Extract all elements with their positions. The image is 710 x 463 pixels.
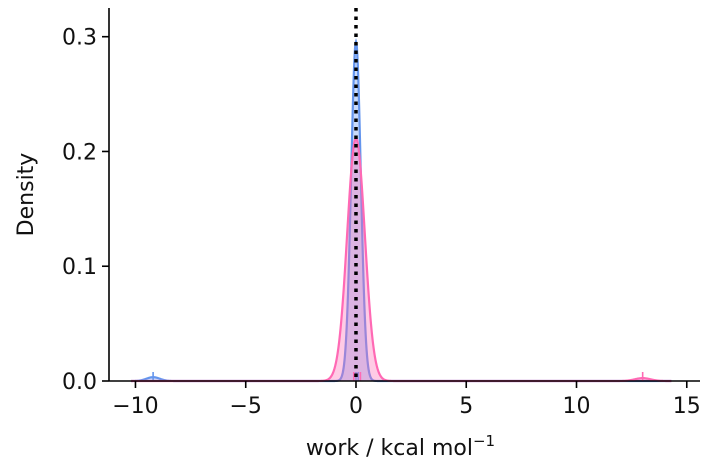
x-axis-ticks: −10 −5 0 5 10 15 [112,381,701,419]
series-0-density-line [131,38,672,383]
x-tick-label: 5 [459,394,473,419]
x-tick-label: −5 [230,394,262,419]
x-axis-label: work / kcal mol−1 [306,432,495,461]
y-tick-label: 0.3 [62,26,97,51]
series-0-density-fill [131,41,672,382]
x-tick-label: −10 [112,394,158,419]
y-tick-label: 0.1 [62,255,97,280]
x-tick-label: 0 [349,394,363,419]
y-tick-label: 0.2 [62,140,97,165]
series-1-density-fill [131,138,672,381]
series-1-density-line [131,136,672,383]
y-tick-label: 0.0 [62,370,97,395]
plot-area [131,8,672,383]
y-axis-label: Density [14,153,39,237]
y-axis-ticks: 0.0 0.1 0.2 0.3 [62,26,109,395]
x-tick-label: 15 [673,394,701,419]
x-tick-label: 10 [563,394,591,419]
